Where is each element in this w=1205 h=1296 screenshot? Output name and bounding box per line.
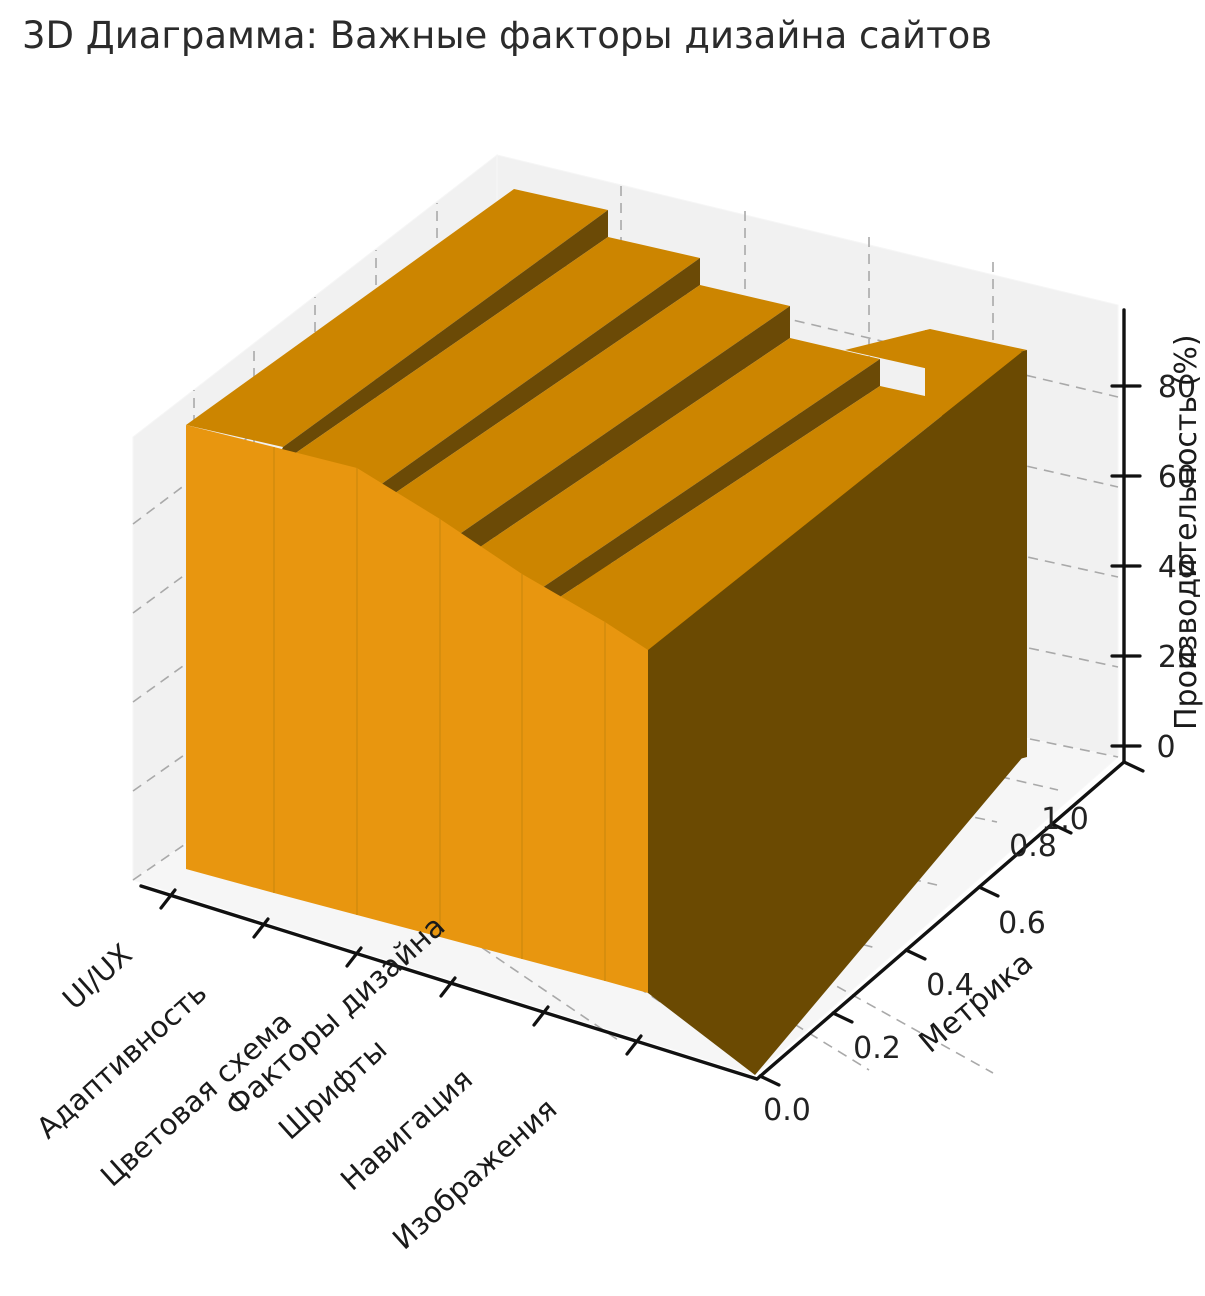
axis-y-line <box>755 760 1126 1081</box>
front-color[interactable] <box>357 468 440 937</box>
ytick-label-4: 0.8 <box>1009 829 1057 864</box>
front-fonts[interactable] <box>440 519 522 959</box>
xtick-label-0: UI/UX <box>56 937 139 1016</box>
right-face-main[interactable] <box>648 352 1022 1075</box>
y-tick-labels: 0.0 0.2 0.4 0.6 0.8 1.0 <box>763 802 1089 1128</box>
ztick-label-3: 60 <box>1158 460 1196 495</box>
tick-x <box>252 917 270 939</box>
tick-y <box>1122 760 1145 773</box>
front-images[interactable] <box>605 622 648 993</box>
tick-y <box>831 1011 854 1024</box>
bar-uiux-shadow[interactable] <box>274 210 608 468</box>
tick-marks <box>159 384 1145 1087</box>
tick-y <box>1050 822 1073 835</box>
ztick-label-4: 80 <box>1158 370 1196 405</box>
ytick-label-1: 0.2 <box>853 1031 901 1066</box>
front-adapt[interactable] <box>274 447 357 915</box>
ytick-label-0: 0.0 <box>763 1093 811 1128</box>
z-tick-labels: 0 20 40 60 80 <box>1156 370 1196 765</box>
page-title: 3D Диаграмма: Важные факторы дизайна сай… <box>22 14 993 57</box>
bar-fonts-top[interactable] <box>440 338 880 596</box>
front-nav[interactable] <box>522 574 605 981</box>
tick-y <box>977 885 1000 898</box>
bars-right-wall <box>648 352 1022 1075</box>
bar-fonts-shadow[interactable] <box>522 359 880 622</box>
tick-x <box>159 888 177 910</box>
bars-surface <box>186 189 1022 650</box>
bar-color-shadow[interactable] <box>440 306 790 574</box>
axis-x-line <box>139 884 759 1081</box>
axis-label-z: Производительность (%) <box>1169 334 1204 730</box>
front-uiux[interactable] <box>186 425 274 893</box>
tick-x <box>625 1034 643 1056</box>
tick-x <box>345 946 363 968</box>
ytick-label-5: 1.0 <box>1041 802 1089 837</box>
tick-x <box>532 1005 550 1027</box>
ztick-label-2: 40 <box>1158 550 1196 585</box>
ztick-label-1: 20 <box>1158 640 1196 675</box>
bar-color-top[interactable] <box>357 285 790 542</box>
ytick-label-3: 0.6 <box>998 906 1046 941</box>
bar-uiux-top[interactable] <box>186 189 608 447</box>
tick-y <box>904 948 927 961</box>
tick-y <box>758 1074 781 1087</box>
bar-adapt-shadow[interactable] <box>357 258 700 519</box>
ztick-label-0: 0 <box>1156 730 1175 765</box>
tick-x <box>439 976 457 998</box>
ytick-label-2: 0.4 <box>926 968 974 1003</box>
bar-adapt-top[interactable] <box>274 237 700 495</box>
bars-front-wall <box>186 425 648 993</box>
bar-nav-top[interactable] <box>522 330 1022 650</box>
